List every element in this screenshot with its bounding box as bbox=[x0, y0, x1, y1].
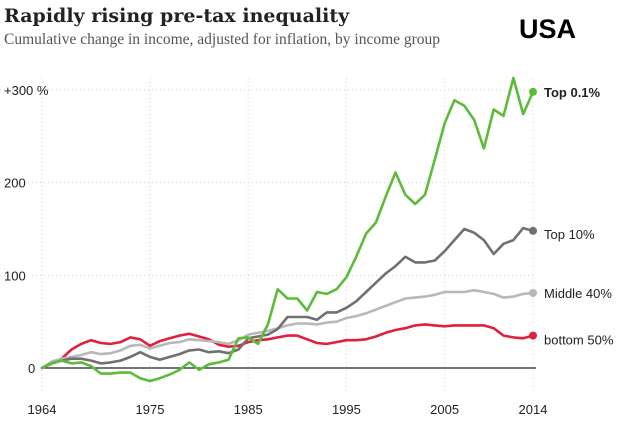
x-tick-label: 1995 bbox=[332, 402, 361, 417]
series-endpoint bbox=[529, 226, 537, 235]
y-tick-label: 0 bbox=[28, 361, 35, 376]
chart-subtitle: Cumulative change in income, adjusted fo… bbox=[4, 31, 440, 48]
series-labels: Top 0.1% Top 10% Middle 40% bottom 50% bbox=[544, 85, 614, 348]
series-lines bbox=[40, 76, 537, 383]
series-endpoint bbox=[529, 87, 537, 96]
x-tick-label: 1975 bbox=[136, 402, 165, 417]
y-tick-label: +300 % bbox=[4, 83, 49, 98]
chart-title: Rapidly rising pre-tax inequality bbox=[4, 5, 350, 27]
x-tick-label: 2014 bbox=[519, 402, 548, 417]
series-endpoint bbox=[529, 331, 537, 340]
series-endpoint bbox=[529, 288, 537, 297]
series-line-3 bbox=[40, 288, 535, 370]
x-tick-label: 1964 bbox=[28, 402, 57, 417]
series-line-1 bbox=[40, 76, 535, 383]
axis-labels: 0 100 200 +300 % 1964 1975 1985 1995 2005 2014 bbox=[4, 83, 547, 417]
series-line-4 bbox=[40, 323, 535, 370]
x-tick-label: 2005 bbox=[430, 402, 459, 417]
gridlines bbox=[0, 78, 536, 392]
series-label: Top 0.1% bbox=[544, 85, 601, 100]
series-line-2 bbox=[40, 226, 535, 370]
series-label: bottom 50% bbox=[544, 333, 614, 348]
series-label: Top 10% bbox=[544, 227, 595, 242]
x-tick-label: 1985 bbox=[234, 402, 263, 417]
country-badge: USA bbox=[519, 14, 576, 44]
y-tick-label: 100 bbox=[4, 268, 26, 283]
y-tick-label: 200 bbox=[4, 176, 26, 191]
series-label: Middle 40% bbox=[544, 286, 612, 301]
